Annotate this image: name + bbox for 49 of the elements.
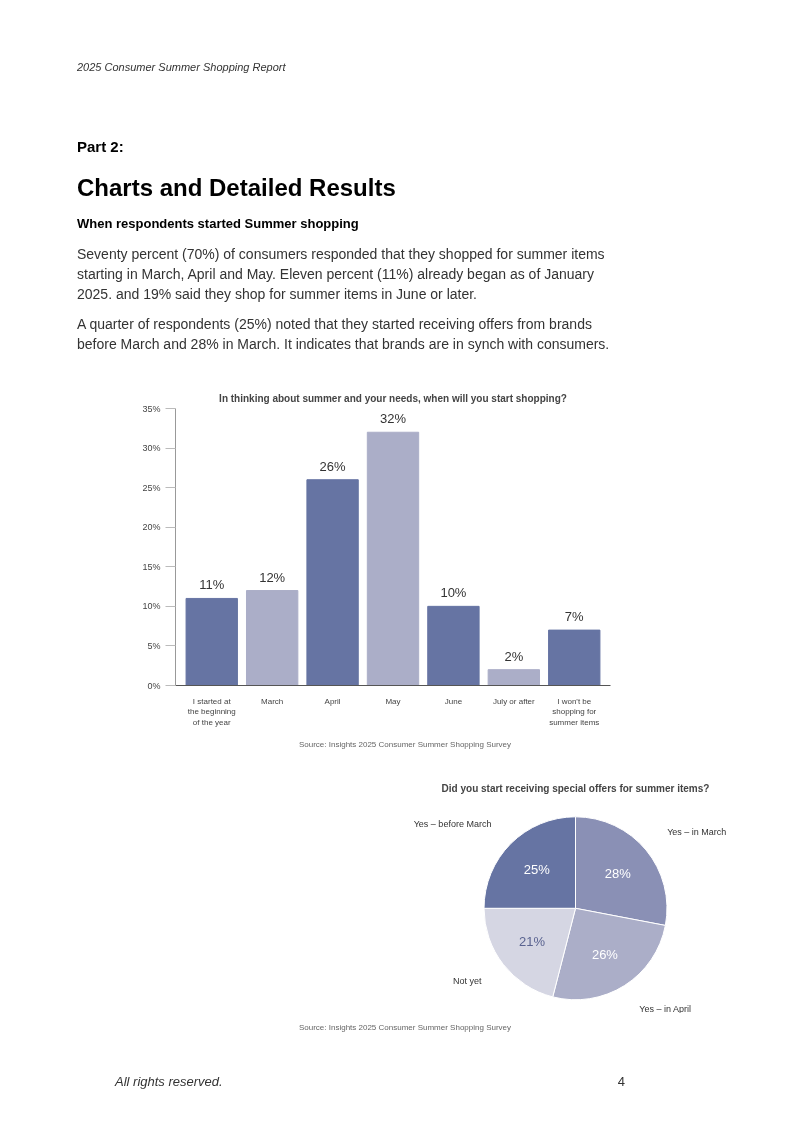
- y-tick-label: 20%: [142, 522, 161, 533]
- slice-label: Not yet: [453, 976, 483, 987]
- y-tick-label: 35%: [142, 403, 161, 414]
- text: 4: [617, 1073, 625, 1091]
- data-label: 12%: [259, 569, 286, 585]
- x-tick-label: May: [385, 696, 401, 706]
- data-label: 11%: [199, 577, 225, 593]
- data-label: 28%: [604, 865, 632, 881]
- data-label: 10%: [440, 585, 467, 601]
- x-tick-label: I started at the beginning of the year: [187, 696, 236, 728]
- source-note: Source: Insights 2025 Consumer Summer Shopping Survey: [297, 739, 513, 751]
- data-label: 7%: [564, 609, 585, 625]
- data-label: 32%: [379, 411, 407, 427]
- chart-title: Did you start receiving special offers for summer items?: [441, 782, 710, 794]
- x-tick-label: July or after: [492, 696, 536, 706]
- bar: [185, 597, 238, 686]
- x-tick-label: March: [261, 696, 284, 706]
- y-tick-label: 25%: [142, 482, 161, 493]
- data-label: 26%: [591, 947, 619, 963]
- bar: [306, 479, 359, 686]
- data-label: 2%: [504, 648, 524, 664]
- data-label: 26%: [319, 458, 347, 474]
- slice-label: Yes – in March: [667, 827, 727, 838]
- y-tick-label: 15%: [142, 561, 161, 572]
- chart-title: In thinking about summer and your needs, when will you start shopping?: [219, 392, 567, 404]
- bar: [245, 590, 299, 686]
- slice-label: Yes – before March: [413, 819, 492, 830]
- x-tick-label: April: [324, 696, 341, 706]
- text: All rights reserved.: [115, 1074, 223, 1089]
- x-tick-label: June: [444, 696, 463, 706]
- text: When respondents started Summer shopping: [77, 215, 360, 234]
- source-note: Source: Insights 2025 Consumer Summer Shopping Survey: [297, 1022, 513, 1034]
- bar: [548, 629, 601, 686]
- x-tick-label: I won't be shopping for summer items: [549, 696, 600, 728]
- text: 2025 Consumer Summer Shopping Report: [77, 60, 287, 75]
- y-tick-label: 5%: [147, 640, 161, 651]
- text: Charts and Detailed Results: [77, 173, 397, 204]
- text: Seventy percent (70%) of consumers responded that they shopped for summer items starting in March, April and May. Eleven percent (11%) already began as of January 2025. and 19% said they shop for summer items in June or later.: [77, 244, 606, 304]
- slice-label: Yes – in April: [639, 1003, 691, 1014]
- text: A quarter of respondents (25%) noted that they started receiving offers from brands before March and 28% in March. It indicates that brands are in synch with consumers.: [77, 314, 611, 354]
- y-tick-label: 30%: [142, 443, 161, 454]
- bar: [366, 431, 420, 686]
- text: Part 2:: [77, 136, 125, 157]
- data-label: 21%: [519, 934, 546, 950]
- y-tick-label: 0%: [147, 680, 161, 691]
- bar: [427, 605, 480, 686]
- y-tick-label: 10%: [142, 601, 161, 612]
- data-label: 25%: [523, 861, 551, 877]
- bar: [487, 669, 541, 686]
